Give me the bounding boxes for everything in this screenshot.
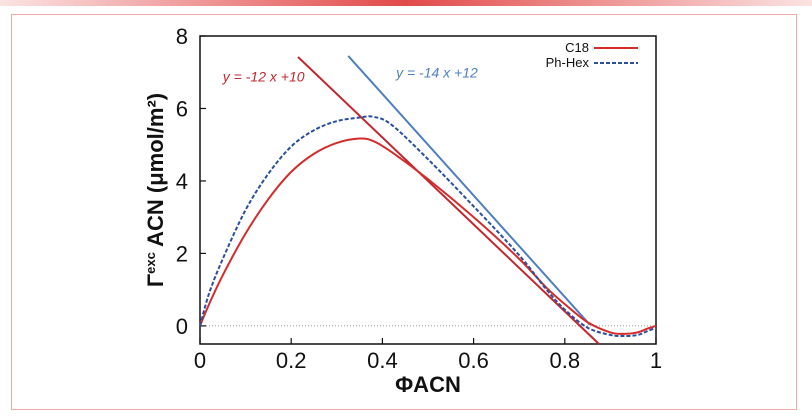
- x-ticks: 0 0.2 0.4 0.6 0.8 1: [194, 338, 662, 373]
- series-lines: [199, 115, 657, 338]
- y-tick-label: 4: [176, 169, 188, 194]
- x-tick-label: 0.2: [276, 348, 307, 373]
- x-tick-label: 0.4: [367, 348, 398, 373]
- plot-area: [199, 35, 657, 345]
- y-axis-label: Γexc ACN (μmol/m²): [143, 93, 168, 287]
- y-tick-label: 6: [176, 96, 188, 121]
- x-tick-label: 0: [194, 348, 206, 373]
- y-tick-label: 2: [176, 241, 188, 266]
- y-axis-label-main: ACN (μmol/m²): [143, 93, 168, 252]
- y-tick-label: 0: [176, 314, 188, 339]
- fit-label-phhex: y = -14 x +12: [395, 65, 478, 81]
- x-axis-label: ΦACN: [395, 372, 461, 397]
- y-tick-label: 8: [176, 24, 188, 49]
- legend-label-phhex: Ph-Hex: [546, 55, 590, 70]
- fit-label-c18: y = -12 x +10: [222, 68, 305, 84]
- legend-label-c18: C18: [565, 40, 589, 55]
- series-line-c18: [199, 137, 657, 335]
- y-axis-label-symbol: Γ: [143, 274, 168, 287]
- y-ticks: 0 2 4 6 8: [176, 24, 206, 339]
- legend: C18 Ph-Hex: [546, 40, 638, 70]
- x-tick-label: 1: [650, 348, 662, 373]
- fit-line-phhex: [347, 55, 591, 326]
- x-tick-label: 0.8: [550, 348, 581, 373]
- top-accent-rule: [0, 0, 812, 6]
- y-axis-label-superscript: exc: [143, 252, 158, 274]
- series-line-phhex: [199, 115, 657, 338]
- fit-line-c18: [297, 56, 600, 345]
- fit-lines: [297, 55, 600, 345]
- x-tick-label: 0.6: [458, 348, 489, 373]
